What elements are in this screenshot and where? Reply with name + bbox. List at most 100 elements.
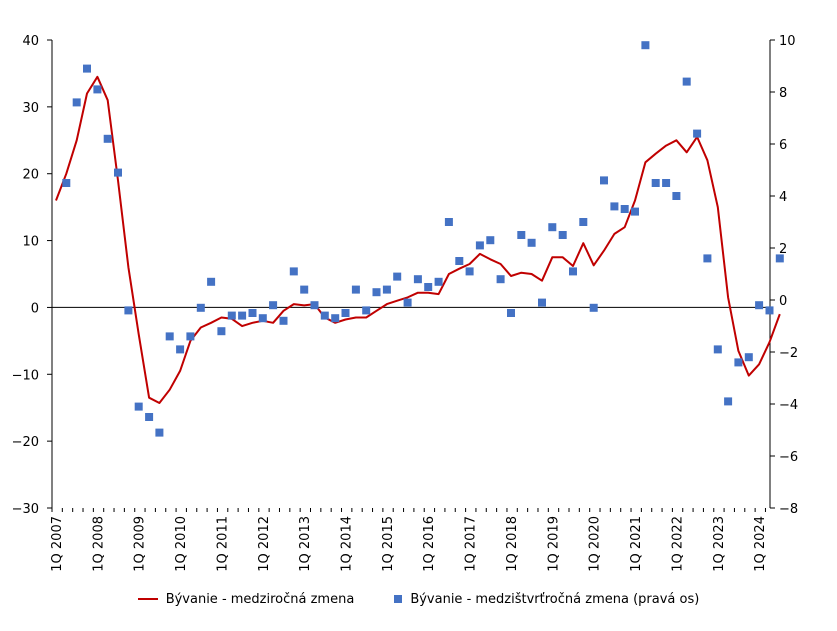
axes	[47, 39, 775, 512]
legend-marker-swatch	[394, 595, 403, 603]
series-marker-qoq	[713, 345, 722, 354]
x-tick-label: 1Q 2012	[257, 516, 272, 572]
series-marker-qoq	[465, 267, 474, 276]
series-marker-qoq	[631, 207, 639, 216]
series-marker-qoq	[217, 327, 226, 336]
series-marker-qoq	[331, 314, 340, 323]
x-tick-label: 1Q 2008	[91, 516, 106, 572]
series-marker-qoq	[114, 168, 122, 177]
right-tick-label: −8	[779, 502, 798, 517]
series-marker-qoq	[548, 223, 557, 232]
right-tick-label: −6	[779, 450, 798, 465]
series-marker-qoq	[72, 98, 81, 107]
series-marker-qoq	[496, 275, 505, 284]
series-marker-qoq	[83, 64, 91, 73]
series-marker-qoq	[775, 254, 784, 263]
left-tick-label: 20	[22, 168, 39, 183]
x-tick-label: 1Q 2014	[340, 516, 355, 572]
x-tick-label: 1Q 2009	[133, 516, 148, 572]
series-marker-qoq	[662, 179, 671, 187]
series-marker-qoq	[165, 332, 174, 341]
series-marker-qoq	[362, 306, 371, 315]
series-marker-qoq	[672, 192, 681, 200]
x-tick-label: 1Q 2010	[174, 516, 189, 572]
series-marker-qoq	[289, 267, 298, 276]
series-marker-qoq	[207, 277, 216, 286]
series-marker-qoq	[124, 306, 133, 315]
series-marker-qoq	[569, 267, 577, 276]
right-tick-label: 4	[779, 190, 787, 205]
series-marker-qoq	[641, 41, 650, 50]
series-marker-qoq	[413, 275, 422, 284]
series-marker-qoq	[372, 288, 381, 297]
series-marker-qoq	[382, 285, 391, 294]
series-marker-qoq	[238, 311, 247, 320]
series-marker-qoq	[558, 231, 567, 239]
scatter-series	[62, 41, 784, 437]
x-tick-label: 1Q 2007	[50, 516, 65, 572]
legend-line-swatch	[137, 598, 158, 600]
right-tick-label: 10	[779, 34, 796, 49]
series-marker-qoq	[734, 358, 743, 367]
series-marker-qoq	[155, 428, 164, 437]
legend-item-qoq: Bývanie - medzištvrťročná zmena (pravá o…	[394, 592, 699, 607]
series-marker-qoq	[507, 309, 515, 317]
series-marker-qoq	[744, 353, 753, 362]
series-marker-qoq	[620, 205, 629, 213]
x-tick-label: 1Q 2016	[422, 516, 437, 572]
series-marker-qoq	[682, 77, 691, 86]
left-tick-label: −20	[12, 435, 39, 450]
series-marker-qoq	[455, 257, 464, 265]
series-marker-qoq	[538, 298, 546, 307]
x-tick-label: 1Q 2015	[381, 516, 396, 572]
left-tick-label: 30	[22, 101, 39, 116]
series-marker-qoq	[486, 236, 495, 245]
x-tick-label: 1Q 2020	[588, 516, 603, 572]
legend-label-yoy: Bývanie - medziročná zmena	[165, 591, 355, 607]
series-marker-qoq	[269, 301, 278, 310]
series-line-yoy	[55, 75, 781, 404]
series-marker-qoq	[610, 202, 619, 211]
series-marker-qoq	[351, 285, 360, 294]
series-marker-qoq	[227, 311, 236, 320]
series-marker-qoq	[279, 316, 288, 325]
x-tick-label: 1Q 2023	[712, 516, 727, 572]
left-tick-label: 10	[22, 235, 39, 250]
line-series	[55, 75, 781, 404]
right-tick-label: −4	[779, 398, 798, 413]
series-marker-qoq	[393, 272, 402, 281]
series-marker-qoq	[62, 179, 71, 187]
right-tick-label: 2	[779, 242, 787, 257]
series-marker-qoq	[475, 241, 484, 250]
series-marker-qoq	[579, 218, 588, 226]
left-tick-label: −10	[12, 368, 39, 383]
right-tick-label: 8	[779, 86, 787, 101]
series-marker-qoq	[600, 176, 608, 185]
series-marker-qoq	[589, 303, 598, 312]
series-marker-qoq	[403, 298, 412, 307]
x-tick-label: 1Q 2019	[546, 516, 561, 572]
series-marker-qoq	[703, 254, 712, 263]
series-marker-qoq	[248, 309, 257, 317]
series-marker-qoq	[186, 332, 195, 341]
series-marker-qoq	[93, 85, 102, 94]
x-tick-label: 1Q 2021	[629, 516, 644, 572]
legend-label-qoq: Bývanie - medzištvrťročná zmena (pravá o…	[410, 591, 700, 607]
series-marker-qoq	[724, 397, 733, 406]
x-tick-label: 1Q 2017	[464, 516, 479, 572]
series-marker-qoq	[310, 301, 319, 310]
x-tick-label: 1Q 2011	[215, 516, 230, 572]
legend-item-yoy: Bývanie - medziročná zmena	[137, 591, 355, 607]
series-marker-qoq	[176, 345, 185, 354]
series-marker-qoq	[103, 134, 112, 143]
left-tick-label: 0	[31, 301, 39, 316]
series-marker-qoq	[300, 285, 309, 294]
series-marker-qoq	[320, 311, 329, 320]
series-marker-qoq	[434, 277, 443, 286]
series-marker-qoq	[517, 231, 526, 239]
x-tick-label: 1Q 2013	[298, 516, 313, 572]
left-tick-label: −30	[12, 502, 39, 517]
series-marker-qoq	[424, 283, 433, 291]
